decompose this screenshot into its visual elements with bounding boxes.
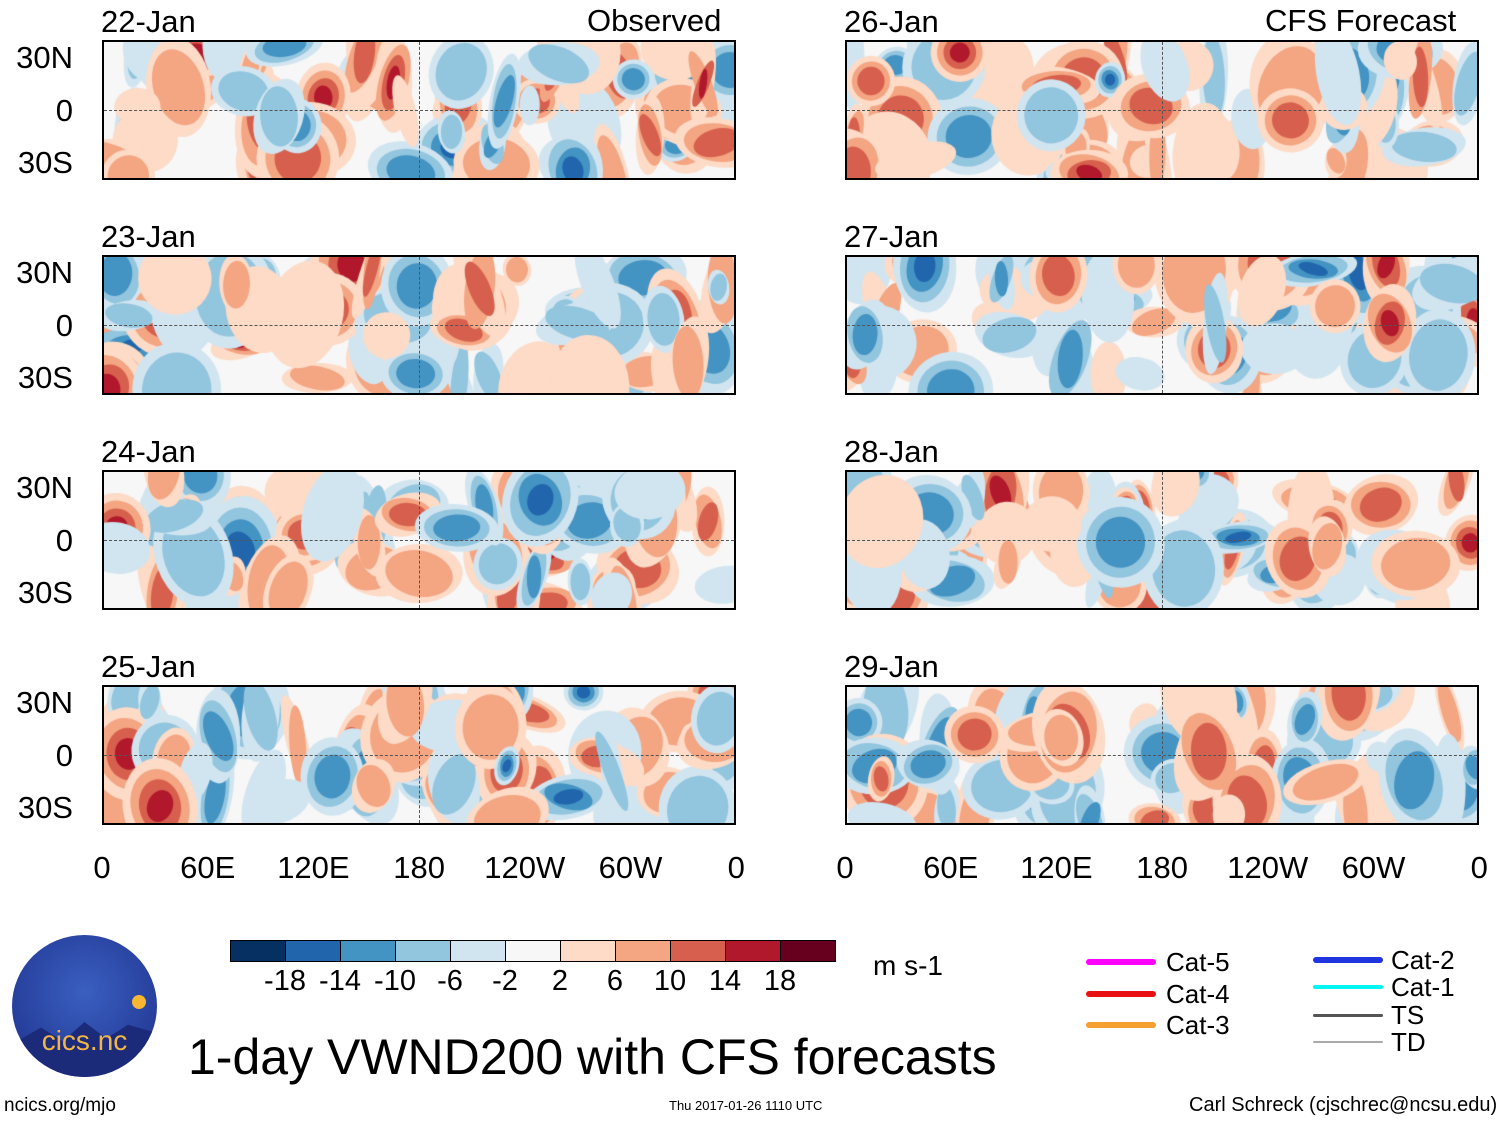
dateline [419,257,420,393]
lon-label: 60E [923,850,979,885]
dateline [1162,472,1163,608]
dateline [1162,42,1163,178]
lat-label: 30N [16,255,73,290]
colorbar-label: -2 [492,965,518,997]
lat-label: 0 [55,523,73,558]
colorbar-label: -10 [374,965,416,997]
figure-title: 1-day VWND200 with CFS forecasts [188,1029,997,1085]
colorbar-bin [725,940,781,962]
legend-swatch [1313,1013,1383,1017]
panel-date: 23-Jan [101,219,196,254]
lon-label: 120W [1227,850,1309,885]
colorbar-label: 18 [763,965,797,997]
dateline [419,472,420,608]
vwnd-map-panel [845,470,1479,610]
colorbar-label: 6 [606,965,624,997]
vwnd-map-panel [845,255,1479,395]
lat-label: 0 [55,738,73,773]
lon-label: 0 [727,850,745,885]
lon-label: 120E [277,850,350,885]
lon-label: 0 [93,850,111,885]
vwnd-map-panel [845,40,1479,180]
cics-logo: cics.nc [12,935,157,1077]
legend-swatch [1086,959,1156,965]
colorbar-bin [395,940,451,962]
lon-label: 60W [1341,850,1406,885]
panel-date: 25-Jan [101,649,196,684]
legend-label: Cat-3 [1166,1010,1230,1040]
legend-label: Cat-2 [1391,945,1455,975]
legend-label: TD [1391,1027,1426,1057]
legend-swatch [1313,985,1383,989]
lon-label: 120E [1020,850,1093,885]
lat-label: 0 [55,308,73,343]
lat-label: 30N [16,685,73,720]
source-link[interactable]: ncics.org/mjo [4,1095,116,1116]
dateline [1162,687,1163,823]
legend-swatch [1086,991,1156,997]
colorbar-label: 14 [708,965,742,997]
lat-label: 30N [16,470,73,505]
colorbar-bin [780,940,836,962]
legend-label: Cat-1 [1391,972,1455,1002]
legend-swatch [1313,1041,1383,1043]
author-credit: Carl Schreck (cjschrec@ncsu.edu) [1189,1094,1498,1116]
colorbar-label: -14 [319,965,361,997]
lat-label: 30S [17,790,73,825]
lon-label: 0 [1470,850,1488,885]
panel-date: 26-Jan [844,4,939,39]
lon-label: 60W [598,850,663,885]
legend-swatch [1086,1022,1156,1028]
logo-text: cics.nc [41,1025,128,1056]
lat-label: 30N [16,40,73,75]
colorbar-units: m s-1 [873,950,943,981]
lat-label: 30S [17,145,73,180]
lat-label: 30S [17,360,73,395]
colorbar-bin [505,940,561,962]
dateline [419,687,420,823]
dateline [419,42,420,178]
vwnd-map-panel [102,40,736,180]
lon-label: 180 [393,850,445,885]
colorbar-label: 2 [551,965,569,997]
vwnd-map-panel [102,470,736,610]
colorbar-label: 10 [653,965,687,997]
colorbar-label: -18 [264,965,306,997]
legend-swatch [1313,957,1383,963]
lon-label: 60E [180,850,236,885]
forecast-header: CFS Forecast [1265,3,1457,38]
legend-label: Cat-4 [1166,979,1230,1009]
colorbar-bin [450,940,506,962]
vwnd-map-panel [845,685,1479,825]
vwnd-map-panel [102,255,736,395]
colorbar-bin [560,940,616,962]
colorbar-label: -6 [437,965,463,997]
lon-label: 120W [484,850,566,885]
panel-date: 28-Jan [844,434,939,469]
dateline [1162,257,1163,393]
vwnd-map-panel [102,685,736,825]
observed-header: Observed [587,3,722,38]
panel-date: 27-Jan [844,219,939,254]
lat-label: 0 [55,93,73,128]
panel-date: 24-Jan [101,434,196,469]
colorbar-bin [670,940,726,962]
lat-label: 30S [17,575,73,610]
lon-label: 180 [1136,850,1188,885]
colorbar-bin [285,940,341,962]
colorbar-bin [615,940,671,962]
panel-date: 29-Jan [844,649,939,684]
legend-label: Cat-5 [1166,947,1230,977]
legend-label: TS [1391,1000,1425,1030]
lon-label: 0 [836,850,854,885]
timestamp: Thu 2017-01-26 1110 UTC [669,1098,823,1113]
colorbar-bin [230,940,286,962]
panel-date: 22-Jan [101,4,196,39]
colorbar-bin [340,940,396,962]
